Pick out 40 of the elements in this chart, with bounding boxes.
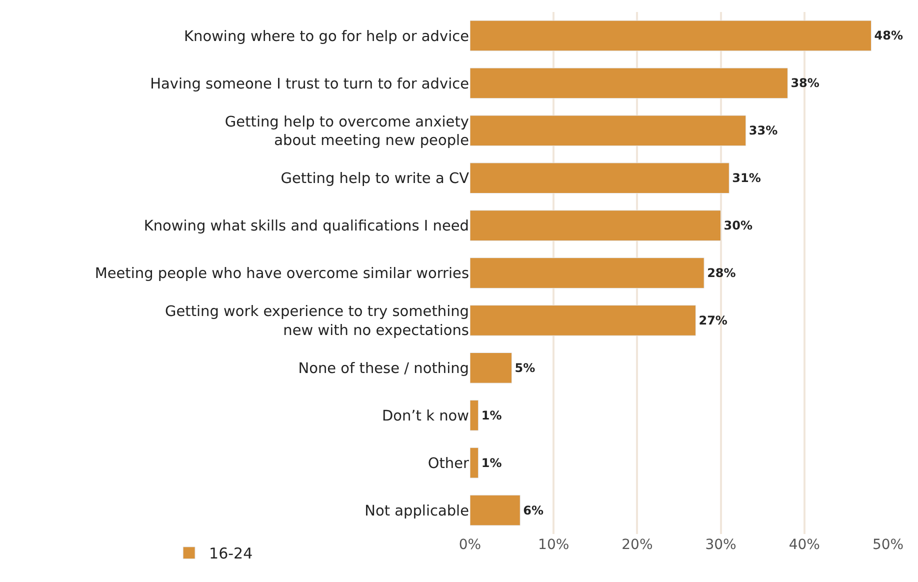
data-label: 31% xyxy=(732,171,761,186)
data-label: 1% xyxy=(481,456,502,470)
data-label: 6% xyxy=(523,503,544,518)
y-tick-label: Getting help to write a CV xyxy=(280,171,470,188)
bar xyxy=(470,494,520,526)
bar xyxy=(470,258,704,288)
bar xyxy=(470,68,788,99)
data-label: 38% xyxy=(790,76,820,90)
bar xyxy=(470,400,479,431)
bar xyxy=(470,447,479,478)
data-label: 5% xyxy=(514,360,536,375)
y-tick-label: Getting help to overcome anxiety about meeting new people xyxy=(224,114,470,150)
x-tick-label: 30% xyxy=(705,537,736,553)
y-tick-label: Knowing where to go for help or advice xyxy=(184,28,470,45)
data-label: 27% xyxy=(698,313,728,328)
x-tick-label: 40% xyxy=(788,537,820,553)
data-label: 48% xyxy=(874,28,904,43)
bar xyxy=(470,352,512,384)
data-label: 28% xyxy=(707,266,736,280)
x-tick-label: 50% xyxy=(872,537,904,553)
bar xyxy=(470,162,730,194)
y-tick-label: Having someone I trust to turn to for advice xyxy=(150,76,470,92)
x-tick-label: 0% xyxy=(458,537,482,553)
y-tick-label: Meeting people who have overcome similar worries xyxy=(94,266,469,282)
data-label: 33% xyxy=(748,124,778,138)
x-tick-label: 20% xyxy=(622,537,653,553)
y-tick-label: Other xyxy=(428,456,470,472)
y-tick-label: Not applicable xyxy=(364,503,470,520)
legend-label: 16-24 xyxy=(209,544,253,563)
data-label: 30% xyxy=(724,218,753,233)
bar xyxy=(470,115,746,146)
x-tick-label: 10% xyxy=(538,537,570,553)
y-tick-label: None of these / nothing xyxy=(298,360,469,377)
y-tick-label: Don’t k now xyxy=(382,408,470,424)
bar xyxy=(470,20,872,52)
y-tick-label: Knowing what skills and qualifications I need xyxy=(144,218,469,235)
y-tick-label: Getting work experience to try something new with no expectations xyxy=(164,304,469,339)
bar xyxy=(470,305,696,336)
bar xyxy=(470,210,722,241)
data-label: 1% xyxy=(481,408,502,422)
